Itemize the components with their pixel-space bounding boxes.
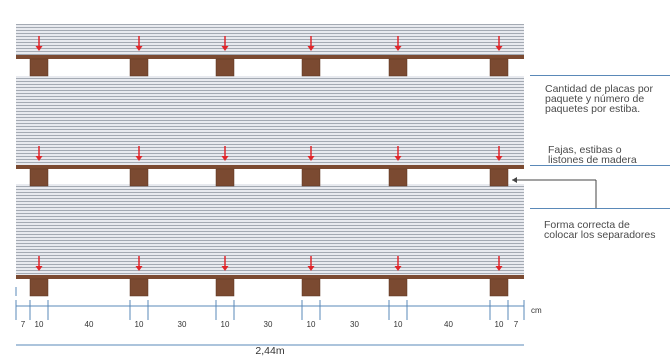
red-down-arrow-icon	[495, 36, 503, 51]
red-down-arrow-icon	[307, 146, 315, 161]
annotation-straps-line	[530, 165, 670, 166]
dimension-segment-label: 10	[495, 320, 504, 329]
red-down-arrow-icon	[495, 256, 503, 271]
panel-stacks	[16, 24, 524, 279]
red-down-arrow-icon	[307, 256, 315, 271]
dimension-segment-label: 7	[21, 320, 26, 329]
annotation-quantity: Cantidad de placas por paquete y número …	[545, 83, 653, 115]
arrow-head	[394, 266, 402, 271]
arrow-head	[307, 156, 315, 161]
red-down-arrow-icon	[394, 256, 402, 271]
separator-block-r3-1	[29, 278, 49, 297]
red-down-arrow-icon	[394, 36, 402, 51]
arrow-head	[135, 156, 143, 161]
arrow-head	[135, 266, 143, 271]
separator-block-r2-1	[29, 168, 49, 187]
separator-block-r3-2	[129, 278, 149, 297]
panel-stack-2	[16, 76, 524, 166]
red-down-arrow-icon	[307, 36, 315, 51]
separator-block-r2-3	[215, 168, 235, 187]
arrow-head	[221, 156, 229, 161]
pointer-arrowhead-icon	[512, 177, 517, 183]
separator-block-r2-5	[388, 168, 408, 187]
annotation-straps: Fajas, estibas o listones de madera	[548, 144, 637, 166]
separator-block-r2-4	[301, 168, 321, 187]
dimension-segment-label: 10	[307, 320, 316, 329]
dimension-segment-label: 10	[221, 320, 230, 329]
total-length-label: 2,44m	[255, 345, 284, 356]
red-down-arrow-icon	[35, 36, 43, 51]
separator-block-r1-3	[215, 58, 235, 77]
separator-block-r3-4	[301, 278, 321, 297]
wood-separators	[29, 58, 509, 297]
separator-block-r1-1	[29, 58, 49, 77]
red-down-arrow-icon	[221, 146, 229, 161]
panel-stack-3	[16, 184, 524, 276]
dimension-segment-label: 40	[444, 320, 453, 329]
arrow-head	[221, 266, 229, 271]
dimension-unit-label: cm	[531, 306, 542, 315]
arrow-head	[307, 46, 315, 51]
pointer-connector	[512, 177, 597, 208]
annotation-correct-way: Forma correcta de colocar los separadore…	[544, 219, 656, 241]
red-down-arrow-icon	[394, 146, 402, 161]
separator-block-r3-6	[489, 278, 509, 297]
red-down-arrow-icon	[221, 256, 229, 271]
arrow-head	[35, 46, 43, 51]
annotation-correct-way-line	[530, 208, 670, 209]
separator-block-r3-5	[388, 278, 408, 297]
red-down-arrow-icon	[221, 36, 229, 51]
dimension-segment-label: 7	[514, 320, 519, 329]
arrow-head	[35, 266, 43, 271]
dimension-segment-label: 30	[264, 320, 273, 329]
dimension-segment-label: 30	[178, 320, 187, 329]
red-down-arrow-icon	[495, 146, 503, 161]
wood-board-3	[16, 275, 524, 279]
dimension-segment-label: 40	[85, 320, 94, 329]
red-down-arrow-icon	[35, 146, 43, 161]
arrow-head	[495, 266, 503, 271]
arrow-head	[35, 156, 43, 161]
separator-block-r1-6	[489, 58, 509, 77]
separator-block-r1-2	[129, 58, 149, 77]
arrow-head	[221, 46, 229, 51]
separator-block-r2-6	[489, 168, 509, 187]
arrow-head	[495, 156, 503, 161]
arrow-head	[495, 46, 503, 51]
red-down-arrow-icon	[135, 36, 143, 51]
separator-block-r2-2	[129, 168, 149, 187]
dimension-lines: 7 10 40 10 30 10 30 10 30 10 40 10 7 cm 2,44m	[15, 287, 542, 356]
dimension-segment-label: 10	[394, 320, 403, 329]
red-down-arrow-icon	[135, 146, 143, 161]
arrow-head	[307, 266, 315, 271]
dimension-segment-label: 10	[135, 320, 144, 329]
dimension-segment-label: 30	[350, 320, 359, 329]
wood-board-2	[16, 165, 524, 169]
annotation-quantity-line	[530, 75, 670, 76]
arrow-head	[394, 46, 402, 51]
red-down-arrow-icon	[35, 256, 43, 271]
red-down-arrow-icon	[135, 256, 143, 271]
separator-block-r3-3	[215, 278, 235, 297]
load-arrows	[35, 36, 503, 271]
wood-board-1	[16, 55, 524, 59]
arrow-head	[135, 46, 143, 51]
arrow-head	[394, 156, 402, 161]
separator-block-r1-5	[388, 58, 408, 77]
dimension-segment-label: 10	[35, 320, 44, 329]
separator-block-r1-4	[301, 58, 321, 77]
panel-stack-1	[16, 24, 524, 56]
